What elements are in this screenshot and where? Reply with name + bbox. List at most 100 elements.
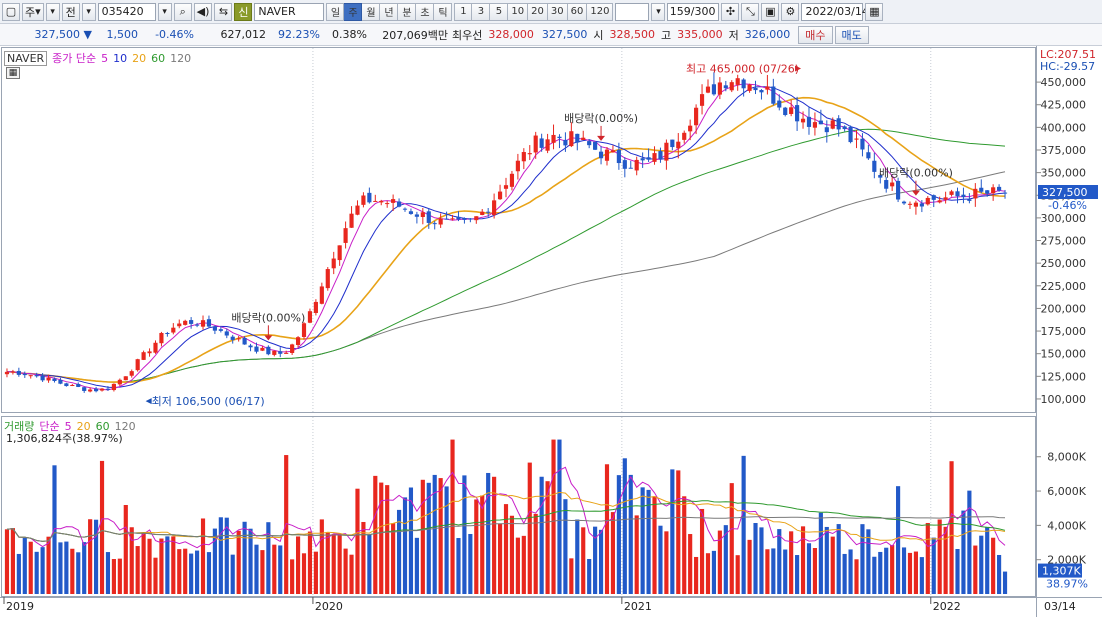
calendar-icon[interactable]: ▦ (865, 2, 884, 21)
candle-up (337, 245, 342, 261)
buy-button[interactable]: 매수 (798, 25, 833, 44)
candle-down (836, 118, 841, 130)
high-annotation: 최고 465,000 (07/26) (686, 63, 799, 76)
chart-menu-icon[interactable]: ▢ (2, 2, 20, 21)
volume-bar-up (153, 557, 158, 594)
prev-next-icon[interactable]: ⇆ (214, 2, 233, 21)
chart-toolbar: ▢ 주 ▾ ▾ 전 ▾ 035420 ▾ ⌕ ◀) ⇆ 신 NAVER 일 주 월… (0, 0, 1102, 24)
candle-up (117, 379, 122, 385)
interval-10[interactable]: 10 (508, 2, 529, 21)
interval-20[interactable]: 20 (528, 2, 548, 21)
interval-30[interactable]: 30 (547, 2, 568, 21)
candle-down (777, 100, 782, 108)
stock-name-field[interactable]: NAVER (254, 2, 325, 21)
volume-bar-up (699, 508, 705, 594)
candle-down (367, 192, 372, 203)
candle-up (913, 202, 918, 207)
candle-up (391, 199, 396, 203)
candle-down (593, 141, 598, 150)
volume-bar-down (40, 547, 45, 594)
volume-bar-down (997, 554, 1002, 594)
volume-bar-up (991, 537, 996, 594)
volume-title[interactable]: 거래량 (4, 420, 35, 433)
search-icon[interactable]: ⌕ (173, 2, 192, 21)
volume-bar-up (789, 531, 794, 594)
quote-amount: 207,069백만 (382, 28, 448, 42)
volume-bar-up (527, 462, 532, 594)
current-volume-badge-label: 1,307K (1042, 565, 1081, 578)
period-tick[interactable]: 틱 (434, 2, 453, 21)
candle-up (123, 376, 128, 381)
count-field[interactable]: 159/300 (667, 2, 720, 21)
vol-ma60-label: 60 (95, 419, 110, 433)
interval-3[interactable]: 3 (472, 2, 491, 21)
interval-1[interactable]: 1 (454, 2, 473, 21)
code-input[interactable]: 035420 (97, 2, 156, 21)
hc-label: HC:-29.57 (1040, 60, 1095, 73)
period-month[interactable]: 월 (362, 2, 381, 21)
volume-bar-up (800, 526, 806, 594)
vol-ma20-line (6, 491, 1006, 542)
volume-bar-up (515, 537, 520, 594)
candle-up (800, 118, 806, 123)
crosshair-icon[interactable]: ✣ (721, 2, 740, 21)
volume-bar-up (28, 541, 33, 594)
volume-bar-down (866, 529, 871, 594)
gear-icon[interactable]: ⚙ (781, 2, 800, 21)
price-tick-label: 150,000 (1041, 348, 1087, 361)
quote-vol-ratio: 92.23% (278, 28, 320, 41)
candle-up (937, 200, 942, 203)
volume-indicator-label[interactable]: 단순 (39, 420, 60, 433)
exchange-dropdown-icon[interactable]: ▾ (81, 2, 96, 21)
interval-60[interactable]: 60 (567, 2, 588, 21)
price-tick-label: 425,000 (1041, 99, 1087, 112)
interval-custom-input[interactable] (615, 2, 650, 21)
period-day[interactable]: 일 (326, 2, 345, 21)
interval-5[interactable]: 5 (490, 2, 509, 21)
date-field[interactable]: 2022/03/14 (801, 2, 869, 21)
draw-tool-icon[interactable]: ⤡ (741, 2, 760, 21)
chart-area[interactable]: 450,000425,000400,000375,000350,000325,0… (0, 46, 1102, 617)
code-dropdown-icon[interactable]: ▾ (157, 2, 172, 21)
volume-bar-up (545, 481, 550, 594)
period-minute[interactable]: 분 (398, 2, 417, 21)
volume-bar-down (462, 475, 467, 594)
candle-down (278, 351, 283, 354)
symbol-label[interactable]: NAVER (4, 50, 48, 66)
period-year[interactable]: 년 (380, 2, 399, 21)
sell-button[interactable]: 매도 (834, 25, 869, 44)
volume-bar-down (563, 499, 568, 594)
price-indicator-label[interactable]: 종가 단순 (52, 52, 97, 65)
volume-tick-label: 8,000K (1047, 451, 1086, 464)
candle-up (295, 337, 301, 345)
candle-down (670, 139, 675, 148)
candle-up (361, 195, 366, 205)
candle-down (979, 187, 984, 192)
exchange-select[interactable]: 전 (61, 2, 80, 21)
volume-bar-up (99, 460, 105, 594)
volume-bar-down (242, 521, 247, 594)
sound-icon[interactable]: ◀) (193, 2, 213, 21)
high-arrow-icon (795, 65, 802, 72)
new-badge[interactable]: 신 (234, 2, 253, 21)
market-dropdown-icon[interactable]: ▾ (45, 2, 60, 21)
market-select[interactable]: 주 ▾ (22, 2, 44, 21)
period-second[interactable]: 초 (416, 2, 435, 21)
candle-down (563, 139, 568, 146)
volume-bar-up (200, 518, 206, 594)
candle-up (973, 188, 978, 199)
volume-bar-down (848, 549, 853, 594)
volume-bar-up (937, 519, 942, 594)
chart-canvas[interactable]: 450,000425,000400,000375,000350,000325,0… (0, 46, 1102, 617)
period-week[interactable]: 주 (344, 2, 363, 21)
interval-dropdown-icon[interactable]: ▾ (651, 2, 666, 21)
candle-up (497, 191, 503, 200)
price-tick-label: 400,000 (1041, 121, 1087, 134)
candle-down (189, 320, 194, 324)
save-icon[interactable]: ▣ (761, 2, 780, 21)
candle-down (967, 199, 972, 201)
grid-toggle-icon[interactable]: ▦ (6, 67, 20, 79)
volume-bar-down (806, 543, 812, 594)
candle-up (717, 82, 722, 95)
interval-120[interactable]: 120 (587, 2, 614, 21)
